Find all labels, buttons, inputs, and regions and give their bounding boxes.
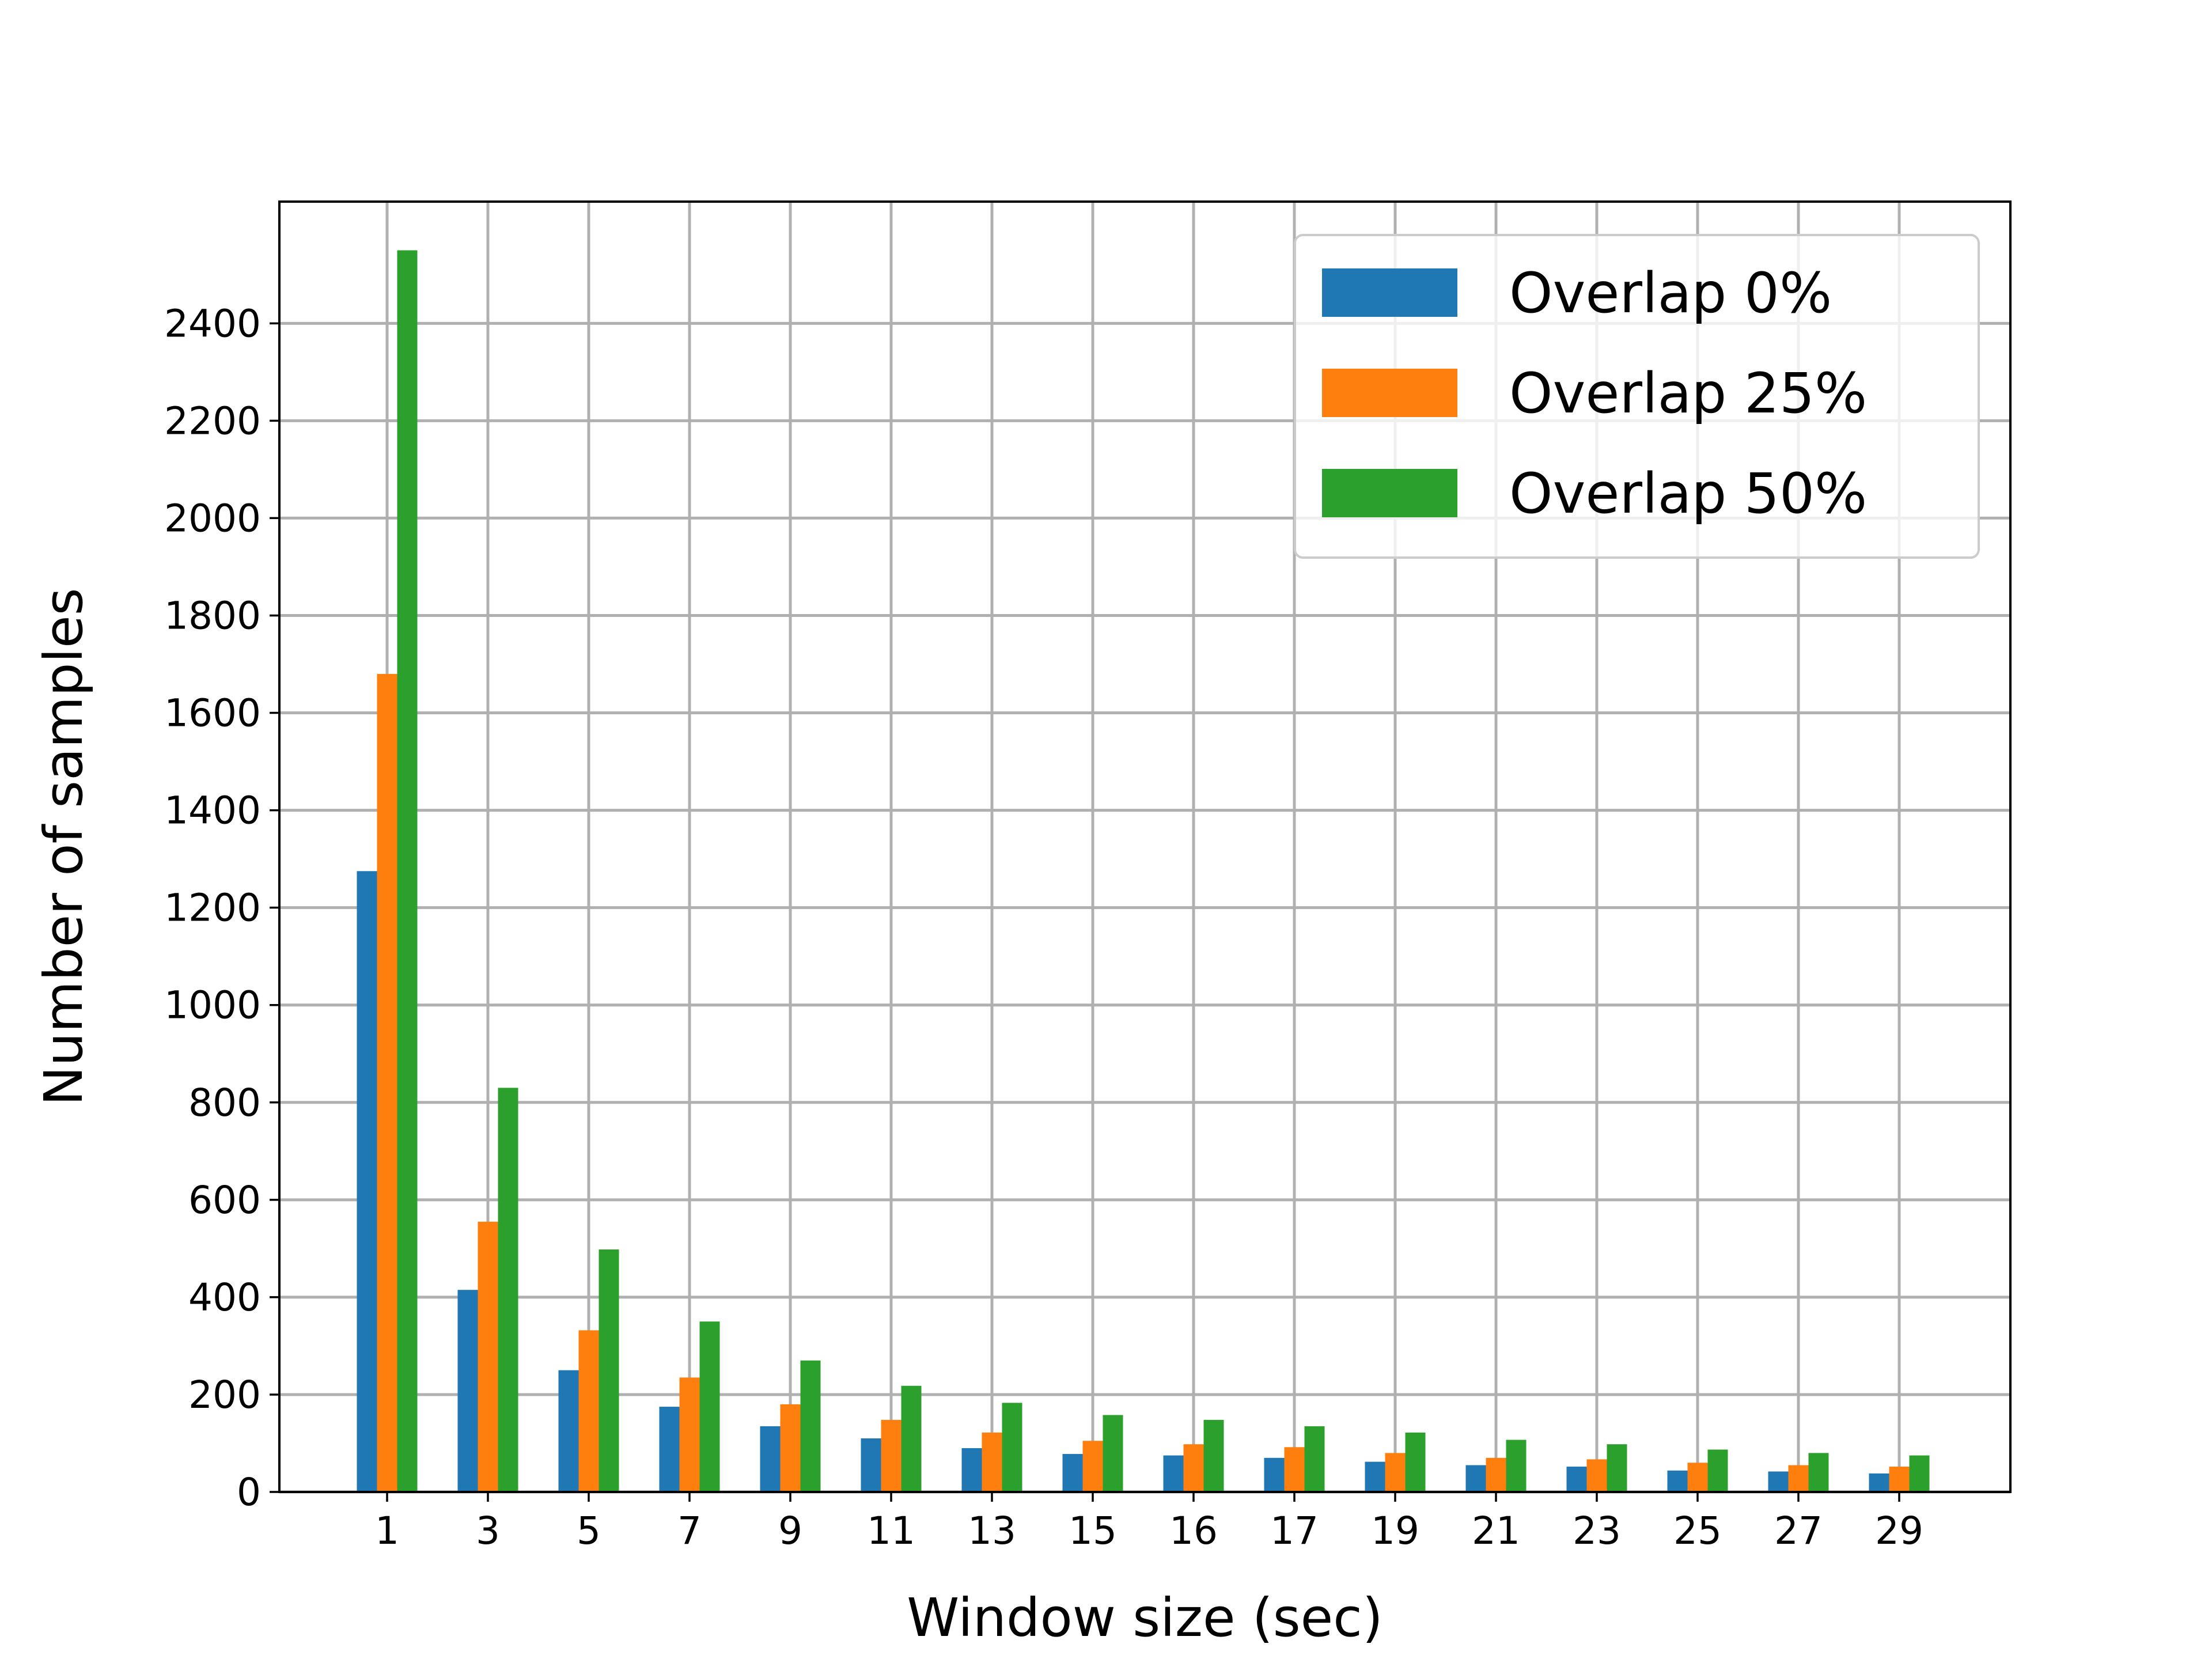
bar [1062, 1454, 1083, 1492]
bar [780, 1404, 801, 1492]
bar [1405, 1432, 1426, 1492]
bar [1385, 1453, 1406, 1492]
bar [861, 1438, 881, 1492]
x-tick-label: 15 [1069, 1509, 1117, 1553]
y-tick-label: 1200 [164, 886, 261, 930]
bar [1284, 1447, 1305, 1492]
x-tick-label: 13 [968, 1509, 1016, 1553]
bar [397, 250, 418, 1492]
bar [498, 1088, 518, 1492]
bar [377, 673, 397, 1492]
legend-swatch [1322, 469, 1457, 517]
bar [760, 1426, 781, 1492]
bar [1486, 1457, 1506, 1492]
bar [901, 1385, 922, 1492]
y-tick-label: 200 [188, 1373, 261, 1417]
legend: Overlap 0% Overlap 25% Overlap 50% [1294, 234, 1980, 559]
bar [1365, 1461, 1385, 1492]
legend-label: Overlap 25% [1509, 361, 1867, 426]
x-tick-label: 29 [1875, 1509, 1923, 1553]
y-tick-label: 0 [237, 1470, 261, 1514]
legend-label: Overlap 0% [1509, 261, 1832, 325]
x-tick-label: 11 [867, 1509, 915, 1553]
bar [1465, 1465, 1486, 1492]
y-tick-label: 1600 [164, 691, 261, 736]
bar [1687, 1463, 1708, 1492]
legend-swatch [1322, 268, 1457, 317]
x-tick-label: 25 [1673, 1509, 1722, 1553]
bar [699, 1321, 720, 1492]
y-tick-label: 1800 [164, 593, 261, 638]
y-tick-label: 800 [188, 1081, 261, 1125]
bar [1566, 1467, 1587, 1492]
x-tick-label: 9 [778, 1509, 802, 1553]
bar [1304, 1426, 1325, 1492]
x-tick-label: 5 [577, 1509, 601, 1553]
bar [1808, 1453, 1829, 1492]
y-tick-label: 1000 [164, 983, 261, 1028]
grid [279, 202, 2010, 1494]
bar [1264, 1457, 1285, 1492]
bar [599, 1249, 619, 1492]
legend-label: Overlap 50% [1509, 461, 1867, 526]
bars [357, 250, 1930, 1492]
bar [1586, 1459, 1607, 1492]
bar [679, 1377, 700, 1492]
x-tick-label: 7 [677, 1509, 702, 1553]
bar [1506, 1440, 1527, 1492]
x-tick-label: 27 [1774, 1509, 1823, 1553]
bar [1667, 1470, 1688, 1492]
x-tick-label: 19 [1371, 1509, 1419, 1553]
bar [1707, 1449, 1728, 1492]
bar [881, 1419, 902, 1492]
bar [659, 1407, 680, 1492]
x-tick-label: 21 [1472, 1509, 1520, 1553]
bar [578, 1330, 599, 1492]
bar [478, 1221, 498, 1492]
bar [1768, 1471, 1789, 1492]
y-tick-label: 2200 [164, 399, 261, 443]
bar [1163, 1455, 1184, 1492]
bar [1869, 1473, 1889, 1492]
y-tick-label: 400 [188, 1275, 261, 1320]
y-tick-label: 2000 [164, 496, 261, 540]
bar [1889, 1467, 1910, 1492]
bar [1082, 1441, 1103, 1492]
x-axis-label: Window size (sec) [907, 1587, 1383, 1649]
x-tick-label: 16 [1169, 1509, 1218, 1553]
bar [1607, 1444, 1627, 1492]
bar [1002, 1403, 1022, 1492]
x-tick-label: 23 [1573, 1509, 1621, 1553]
x-tick-label: 17 [1270, 1509, 1319, 1553]
bar [800, 1360, 821, 1492]
y-axis-label: Number of samples [33, 588, 94, 1105]
bar [558, 1370, 579, 1492]
bar [1909, 1455, 1930, 1492]
y-tick-label: 600 [188, 1178, 261, 1222]
bar [1788, 1465, 1809, 1492]
bar [1183, 1444, 1204, 1492]
bar [457, 1290, 478, 1492]
bar [982, 1432, 1002, 1492]
y-tick-label: 1400 [164, 789, 261, 833]
bar [961, 1448, 982, 1492]
plot-frame [278, 200, 2012, 1493]
y-tick-label: 2400 [164, 301, 261, 346]
legend-swatch [1322, 369, 1457, 417]
legend-box [1294, 234, 1980, 559]
x-tick-label: 1 [375, 1509, 399, 1553]
x-tick-label: 3 [476, 1509, 500, 1553]
bar [357, 871, 377, 1492]
axis-ticks: 1 3 5 7 9 11 13 15 16 17 19 21 23 25 27 290200400600800… [164, 301, 1923, 1553]
bar [1103, 1415, 1123, 1492]
bar [1203, 1419, 1224, 1492]
